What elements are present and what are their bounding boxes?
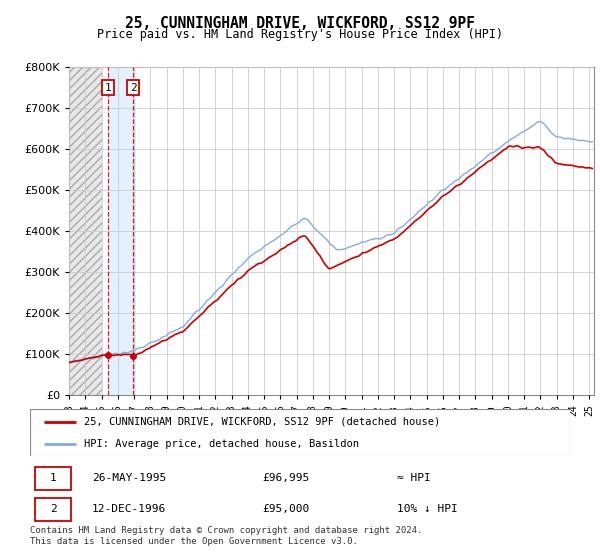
Bar xyxy=(108,67,136,395)
Text: 10% ↓ HPI: 10% ↓ HPI xyxy=(397,503,458,514)
Text: 1: 1 xyxy=(50,473,56,483)
Bar xyxy=(35,468,71,491)
Bar xyxy=(35,498,71,521)
Text: 25, CUNNINGHAM DRIVE, WICKFORD, SS12 9PF: 25, CUNNINGHAM DRIVE, WICKFORD, SS12 9PF xyxy=(125,16,475,31)
Text: 26-MAY-1995: 26-MAY-1995 xyxy=(92,473,166,483)
Text: Contains HM Land Registry data © Crown copyright and database right 2024.
This d: Contains HM Land Registry data © Crown c… xyxy=(30,526,422,546)
Text: £95,000: £95,000 xyxy=(262,503,310,514)
Text: 1: 1 xyxy=(104,83,111,92)
Text: 2: 2 xyxy=(130,83,137,92)
Bar xyxy=(69,67,101,395)
Text: ≈ HPI: ≈ HPI xyxy=(397,473,431,483)
Text: Price paid vs. HM Land Registry's House Price Index (HPI): Price paid vs. HM Land Registry's House … xyxy=(97,28,503,41)
Text: 2: 2 xyxy=(50,503,56,514)
Text: £96,995: £96,995 xyxy=(262,473,310,483)
Text: 25, CUNNINGHAM DRIVE, WICKFORD, SS12 9PF (detached house): 25, CUNNINGHAM DRIVE, WICKFORD, SS12 9PF… xyxy=(84,417,440,427)
Text: 12-DEC-1996: 12-DEC-1996 xyxy=(92,503,166,514)
Text: HPI: Average price, detached house, Basildon: HPI: Average price, detached house, Basi… xyxy=(84,438,359,449)
